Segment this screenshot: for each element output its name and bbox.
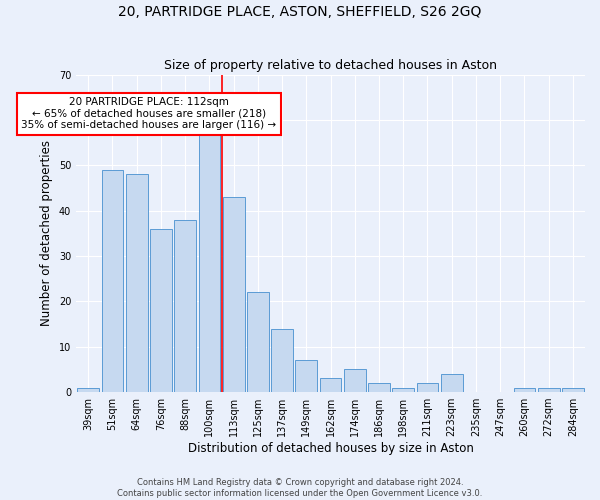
Bar xyxy=(368,383,390,392)
Bar xyxy=(271,328,293,392)
Text: Contains HM Land Registry data © Crown copyright and database right 2024.
Contai: Contains HM Land Registry data © Crown c… xyxy=(118,478,482,498)
Bar xyxy=(199,129,220,392)
X-axis label: Distribution of detached houses by size in Aston: Distribution of detached houses by size … xyxy=(188,442,473,455)
Title: Size of property relative to detached houses in Aston: Size of property relative to detached ho… xyxy=(164,59,497,72)
Bar xyxy=(344,370,366,392)
Bar xyxy=(538,388,560,392)
Bar xyxy=(101,170,124,392)
Bar xyxy=(223,197,245,392)
Bar xyxy=(174,220,196,392)
Bar xyxy=(562,388,584,392)
Bar xyxy=(392,388,414,392)
Bar xyxy=(514,388,535,392)
Bar xyxy=(295,360,317,392)
Bar xyxy=(320,378,341,392)
Bar xyxy=(247,292,269,392)
Text: 20, PARTRIDGE PLACE, ASTON, SHEFFIELD, S26 2GQ: 20, PARTRIDGE PLACE, ASTON, SHEFFIELD, S… xyxy=(118,5,482,19)
Bar xyxy=(77,388,99,392)
Bar xyxy=(126,174,148,392)
Bar xyxy=(416,383,439,392)
Text: 20 PARTRIDGE PLACE: 112sqm
← 65% of detached houses are smaller (218)
35% of sem: 20 PARTRIDGE PLACE: 112sqm ← 65% of deta… xyxy=(21,97,277,130)
Bar xyxy=(150,229,172,392)
Y-axis label: Number of detached properties: Number of detached properties xyxy=(40,140,53,326)
Bar xyxy=(441,374,463,392)
